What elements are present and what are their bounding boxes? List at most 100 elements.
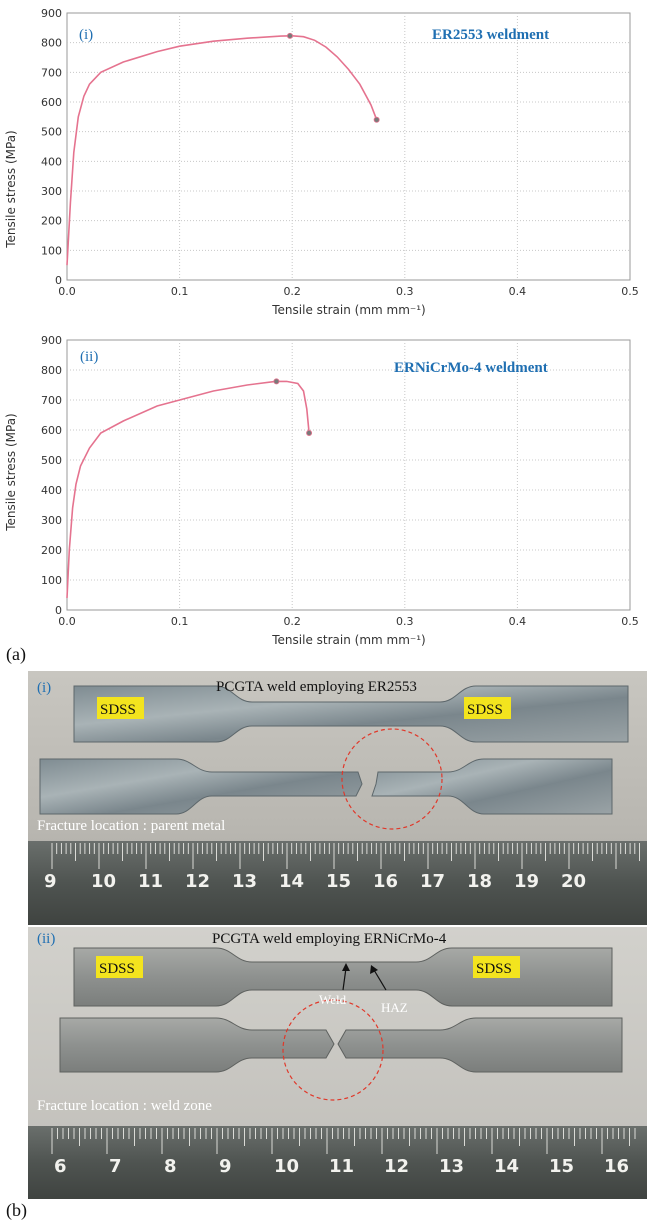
ruler-label: 16: [373, 871, 398, 892]
photo-i: 9 10 11 12 13 14 15 16 17 18 19 20 (i) PCGTA weld e…: [28, 671, 647, 925]
specimen-i-fractured-right: [371, 758, 613, 815]
ruler-label: 16: [604, 1156, 629, 1177]
fracture-circle-ii: [282, 999, 384, 1101]
ylabel-ii: Tensile stress (MPa): [4, 413, 18, 532]
ruler-i: [28, 841, 647, 925]
photo-ii: 6 7 8 9 10 11 12 13 14 15 16 (ii) PCGTA weld emplo…: [28, 927, 647, 1199]
panel-label-b: (b): [6, 1200, 27, 1221]
markers-ii: [273, 378, 313, 436]
x-tick-label: 0.4: [509, 615, 527, 628]
ruler-labels-ii: 6 7 8 9 10 11 12 13 14 15 16: [54, 1156, 629, 1177]
y-tick-label: 400: [41, 155, 62, 168]
sdss-tag-right-ii: SDSS: [476, 961, 512, 977]
ruler-label: 9: [219, 1156, 232, 1177]
ruler-label: 14: [279, 871, 304, 892]
markers-i: [286, 32, 380, 123]
y-tick-label: 700: [41, 66, 62, 79]
sdss-tag-left-i-bg: [97, 697, 144, 719]
haz-arrowhead: [370, 965, 378, 974]
fracture-circle-i: [341, 728, 443, 830]
specimen-i-fractured-left: [39, 758, 363, 815]
x-tick-label: 0.2: [283, 615, 301, 628]
stress-strain-curve-ii: [66, 380, 310, 599]
photo-i-panel-label: (i): [37, 680, 51, 696]
fracture-location-ii: Fracture location : weld zone: [37, 1098, 212, 1114]
sdss-tag-left-ii: SDSS: [99, 961, 135, 977]
ruler-label: 13: [439, 1156, 464, 1177]
grid-ii: [67, 340, 630, 610]
stress-strain-curve-i: [66, 34, 378, 266]
y-tick-label: 100: [41, 244, 62, 257]
fracture-location-i: Fracture location : parent metal: [37, 818, 225, 834]
x-tick-label: 0.3: [396, 615, 414, 628]
ticks-i: 0 100 200 300 400 500 600 700 800 900 0.0 0.1 0.2 0.3…: [41, 7, 639, 298]
sdss-tag-left-ii-bg: [96, 956, 143, 978]
ylabel-i: Tensile stress (MPa): [4, 130, 18, 249]
ruler-label: 14: [494, 1156, 519, 1177]
y-tick-label: 900: [41, 7, 62, 20]
weld-arrowhead: [342, 963, 350, 971]
ruler-label: 10: [91, 871, 116, 892]
sdss-tag-left-i: SDSS: [100, 702, 136, 718]
ruler-label: 12: [185, 871, 210, 892]
panel-label-a: (a): [6, 644, 26, 665]
ruler-label: 11: [138, 871, 163, 892]
ruler-label: 17: [420, 871, 445, 892]
xlabel-i: Tensile strain (mm mm⁻¹): [271, 303, 425, 317]
y-tick-label: 500: [41, 126, 62, 139]
ruler-ii: [28, 1126, 647, 1199]
data-marker: [306, 429, 313, 436]
specimen-ii-fractured-left: [59, 1017, 335, 1073]
y-tick-label: 200: [41, 215, 62, 228]
ruler-label: 11: [329, 1156, 354, 1177]
x-tick-label: 0.4: [509, 285, 527, 298]
chart-i: 0 100 200 300 400 500 600 700 800 900 0.0 0.1 0.2 0.3…: [4, 7, 639, 317]
ruler-label: 6: [54, 1156, 67, 1177]
ruler-label: 20: [561, 871, 586, 892]
ruler-label: 9: [44, 871, 57, 892]
y-tick-label: 0: [55, 604, 62, 617]
y-tick-label: 800: [41, 37, 62, 50]
y-tick-label: 300: [41, 514, 62, 527]
x-tick-label: 0.3: [396, 285, 414, 298]
x-tick-label: 0.2: [283, 285, 301, 298]
x-tick-label: 0.5: [621, 285, 639, 298]
data-marker: [273, 378, 280, 385]
x-tick-label: 0.1: [171, 615, 189, 628]
ruler-label: 18: [467, 871, 492, 892]
panel-label-i: (i): [79, 27, 93, 43]
ruler-ticks-ii: [51, 1128, 636, 1154]
ruler-label: 15: [549, 1156, 574, 1177]
y-tick-label: 700: [41, 394, 62, 407]
sdss-tag-right-ii-bg: [473, 956, 520, 978]
ruler-label: 10: [274, 1156, 299, 1177]
specimen-ii-fractured-right: [337, 1017, 623, 1073]
annotation-ii: ERNiCrMo-4 weldment: [394, 360, 548, 376]
xlabel-ii: Tensile strain (mm mm⁻¹): [271, 633, 425, 647]
photo-ii-panel-label: (ii): [37, 931, 55, 947]
y-tick-label: 400: [41, 484, 62, 497]
sdss-tag-right-i: SDSS: [467, 702, 503, 718]
data-marker: [286, 32, 293, 39]
weld-arrow: [342, 967, 347, 991]
y-tick-label: 600: [41, 424, 62, 437]
weld-label: Weld: [319, 992, 347, 1007]
ruler-ticks-i: [51, 843, 640, 869]
y-tick-label: 200: [41, 544, 62, 557]
x-tick-label: 0.1: [171, 285, 189, 298]
x-tick-label: 0.5: [621, 615, 639, 628]
y-tick-label: 800: [41, 364, 62, 377]
y-tick-label: 900: [41, 334, 62, 347]
y-tick-label: 100: [41, 574, 62, 587]
photo-i-title: PCGTA weld employing ER2553: [216, 679, 417, 695]
data-marker: [373, 116, 380, 123]
annotation-i: ER2553 weldment: [432, 27, 549, 43]
haz-arrow: [373, 969, 387, 991]
x-tick-label: 0.0: [58, 615, 76, 628]
y-tick-label: 0: [55, 274, 62, 287]
ruler-label: 8: [164, 1156, 177, 1177]
ruler-label: 15: [326, 871, 351, 892]
y-tick-label: 600: [41, 96, 62, 109]
ruler-labels-i: 9 10 11 12 13 14 15 16 17 18 19 20: [44, 871, 586, 892]
